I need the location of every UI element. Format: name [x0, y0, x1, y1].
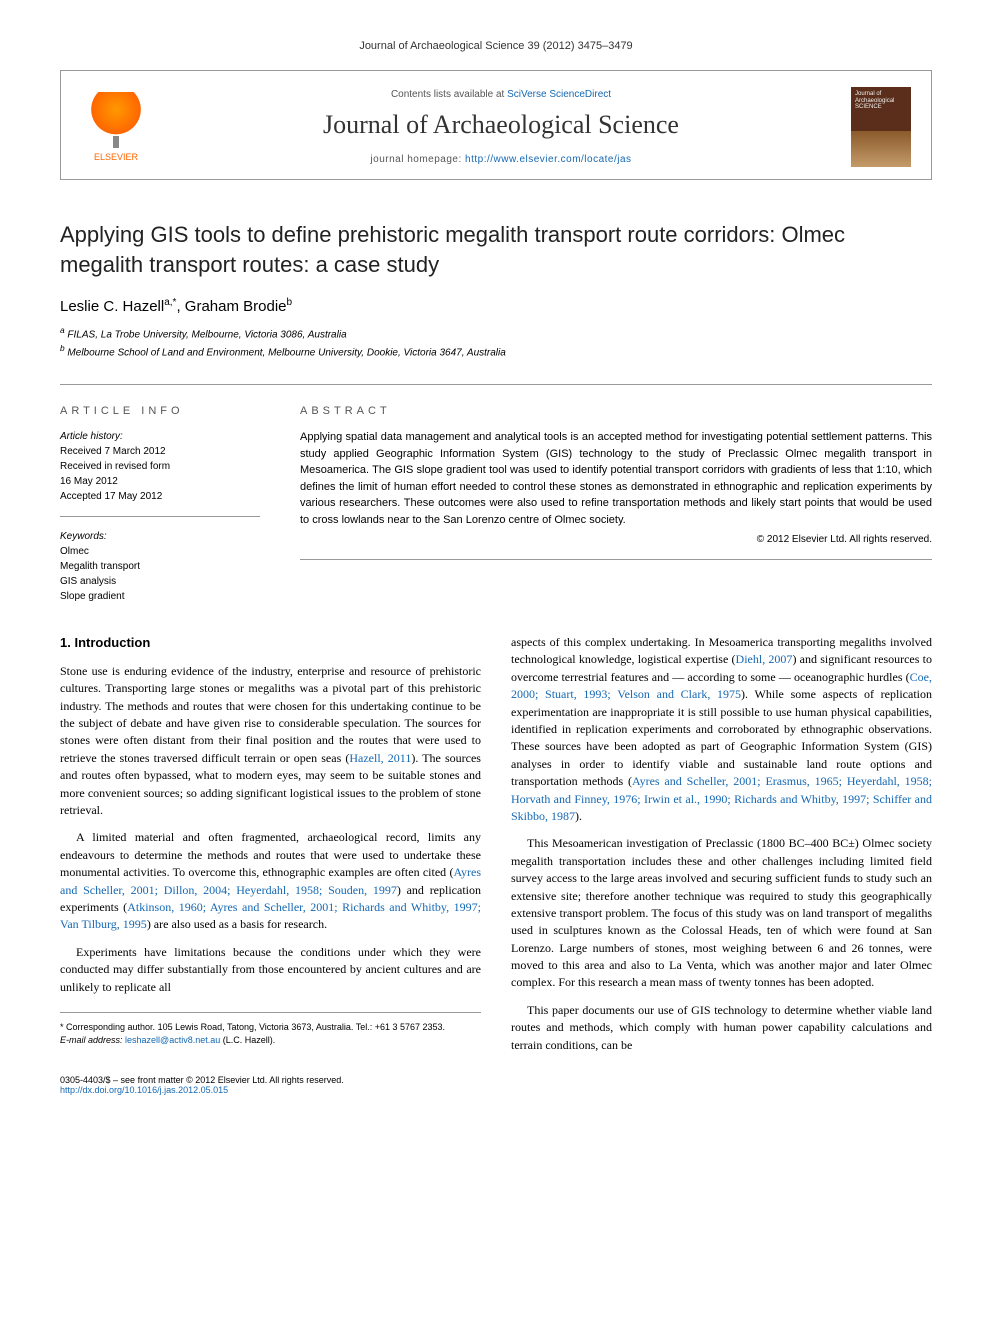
page-footer: 0305-4403/$ – see front matter © 2012 El…: [60, 1075, 932, 1095]
journal-homepage-link[interactable]: http://www.elsevier.com/locate/jas: [465, 154, 632, 165]
header-center: Contents lists available at SciVerse Sci…: [171, 89, 831, 165]
keyword: GIS analysis: [60, 574, 260, 589]
body-paragraph: A limited material and often fragmented,…: [60, 829, 481, 933]
body-paragraph: This paper documents our use of GIS tech…: [511, 1002, 932, 1054]
revised-date: 16 May 2012: [60, 474, 260, 489]
keywords-heading: Keywords:: [60, 529, 260, 544]
email-label: E-mail address:: [60, 1035, 125, 1045]
abstract-text: Applying spatial data management and ana…: [300, 429, 932, 560]
author-1: Leslie C. Hazell: [60, 298, 164, 315]
footer-left: 0305-4403/$ – see front matter © 2012 El…: [60, 1075, 344, 1095]
section-heading-introduction: 1. Introduction: [60, 634, 481, 653]
author-2: Graham Brodie: [185, 298, 287, 315]
abstract-label: ABSTRACT: [300, 405, 932, 417]
article-history: Article history: Received 7 March 2012 R…: [60, 429, 260, 517]
body-paragraph: Experiments have limitations because the…: [60, 944, 481, 996]
revised-label: Received in revised form: [60, 459, 260, 474]
affiliation-a: a FILAS, La Trobe University, Melbourne,…: [60, 325, 932, 342]
body-paragraph: aspects of this complex undertaking. In …: [511, 634, 932, 825]
publisher-name: ELSEVIER: [94, 152, 138, 162]
corresponding-author-note: * Corresponding author. 105 Lewis Road, …: [60, 1021, 481, 1034]
body-paragraph: Stone use is enduring evidence of the in…: [60, 663, 481, 820]
received-date: Received 7 March 2012: [60, 444, 260, 459]
article-body: 1. Introduction Stone use is enduring ev…: [60, 634, 932, 1055]
journal-name: Journal of Archaeological Science: [171, 110, 831, 140]
body-paragraph: This Mesoamerican investigation of Precl…: [511, 835, 932, 992]
cover-label-bot: SCIENCE: [855, 104, 907, 111]
cover-label-mid: Archaeological: [855, 98, 907, 105]
journal-cover-thumb: Journal of Archaeological SCIENCE: [851, 87, 911, 167]
email-suffix: (L.C. Hazell).: [220, 1035, 275, 1045]
keyword: Olmec: [60, 544, 260, 559]
citation-link[interactable]: Hazell, 2011: [349, 751, 411, 765]
article-title: Applying GIS tools to define prehistoric…: [60, 220, 932, 279]
author-2-affil: b: [287, 297, 293, 308]
history-heading: Article history:: [60, 429, 260, 444]
email-link[interactable]: leshazell@activ8.net.au: [125, 1035, 220, 1045]
contents-prefix: Contents lists available at: [391, 89, 507, 100]
email-line: E-mail address: leshazell@activ8.net.au …: [60, 1034, 481, 1047]
abstract-copyright: © 2012 Elsevier Ltd. All rights reserved…: [300, 532, 932, 547]
keyword: Slope gradient: [60, 589, 260, 604]
article-info-label: ARTICLE INFO: [60, 405, 260, 417]
journal-reference: Journal of Archaeological Science 39 (20…: [60, 40, 932, 52]
journal-header: ELSEVIER Contents lists available at Sci…: [60, 70, 932, 180]
affiliation-b: b Melbourne School of Land and Environme…: [60, 343, 932, 360]
sciencedirect-link[interactable]: SciVerse ScienceDirect: [507, 89, 611, 100]
info-abstract-row: ARTICLE INFO Article history: Received 7…: [60, 384, 932, 604]
citation-link[interactable]: Diehl, 2007: [736, 652, 793, 666]
keywords-block: Keywords: Olmec Megalith transport GIS a…: [60, 529, 260, 604]
affiliations: a FILAS, La Trobe University, Melbourne,…: [60, 325, 932, 360]
authors-line: Leslie C. Hazella,*, Graham Brodieb: [60, 297, 932, 315]
elsevier-tree-icon: [91, 92, 141, 142]
cover-label-top: Journal of: [855, 91, 907, 98]
keyword: Megalith transport: [60, 559, 260, 574]
doi-link[interactable]: http://dx.doi.org/10.1016/j.jas.2012.05.…: [60, 1085, 228, 1095]
homepage-prefix: journal homepage:: [370, 154, 465, 165]
publisher-logo: ELSEVIER: [81, 87, 151, 167]
article-info-column: ARTICLE INFO Article history: Received 7…: [60, 405, 260, 604]
front-matter-line: 0305-4403/$ – see front matter © 2012 El…: [60, 1075, 344, 1085]
abstract-column: ABSTRACT Applying spatial data managemen…: [300, 405, 932, 604]
footnotes: * Corresponding author. 105 Lewis Road, …: [60, 1012, 481, 1046]
contents-available-line: Contents lists available at SciVerse Sci…: [171, 89, 831, 100]
accepted-date: Accepted 17 May 2012: [60, 489, 260, 504]
journal-homepage-line: journal homepage: http://www.elsevier.co…: [171, 154, 831, 165]
author-1-affil: a,*: [164, 297, 176, 308]
